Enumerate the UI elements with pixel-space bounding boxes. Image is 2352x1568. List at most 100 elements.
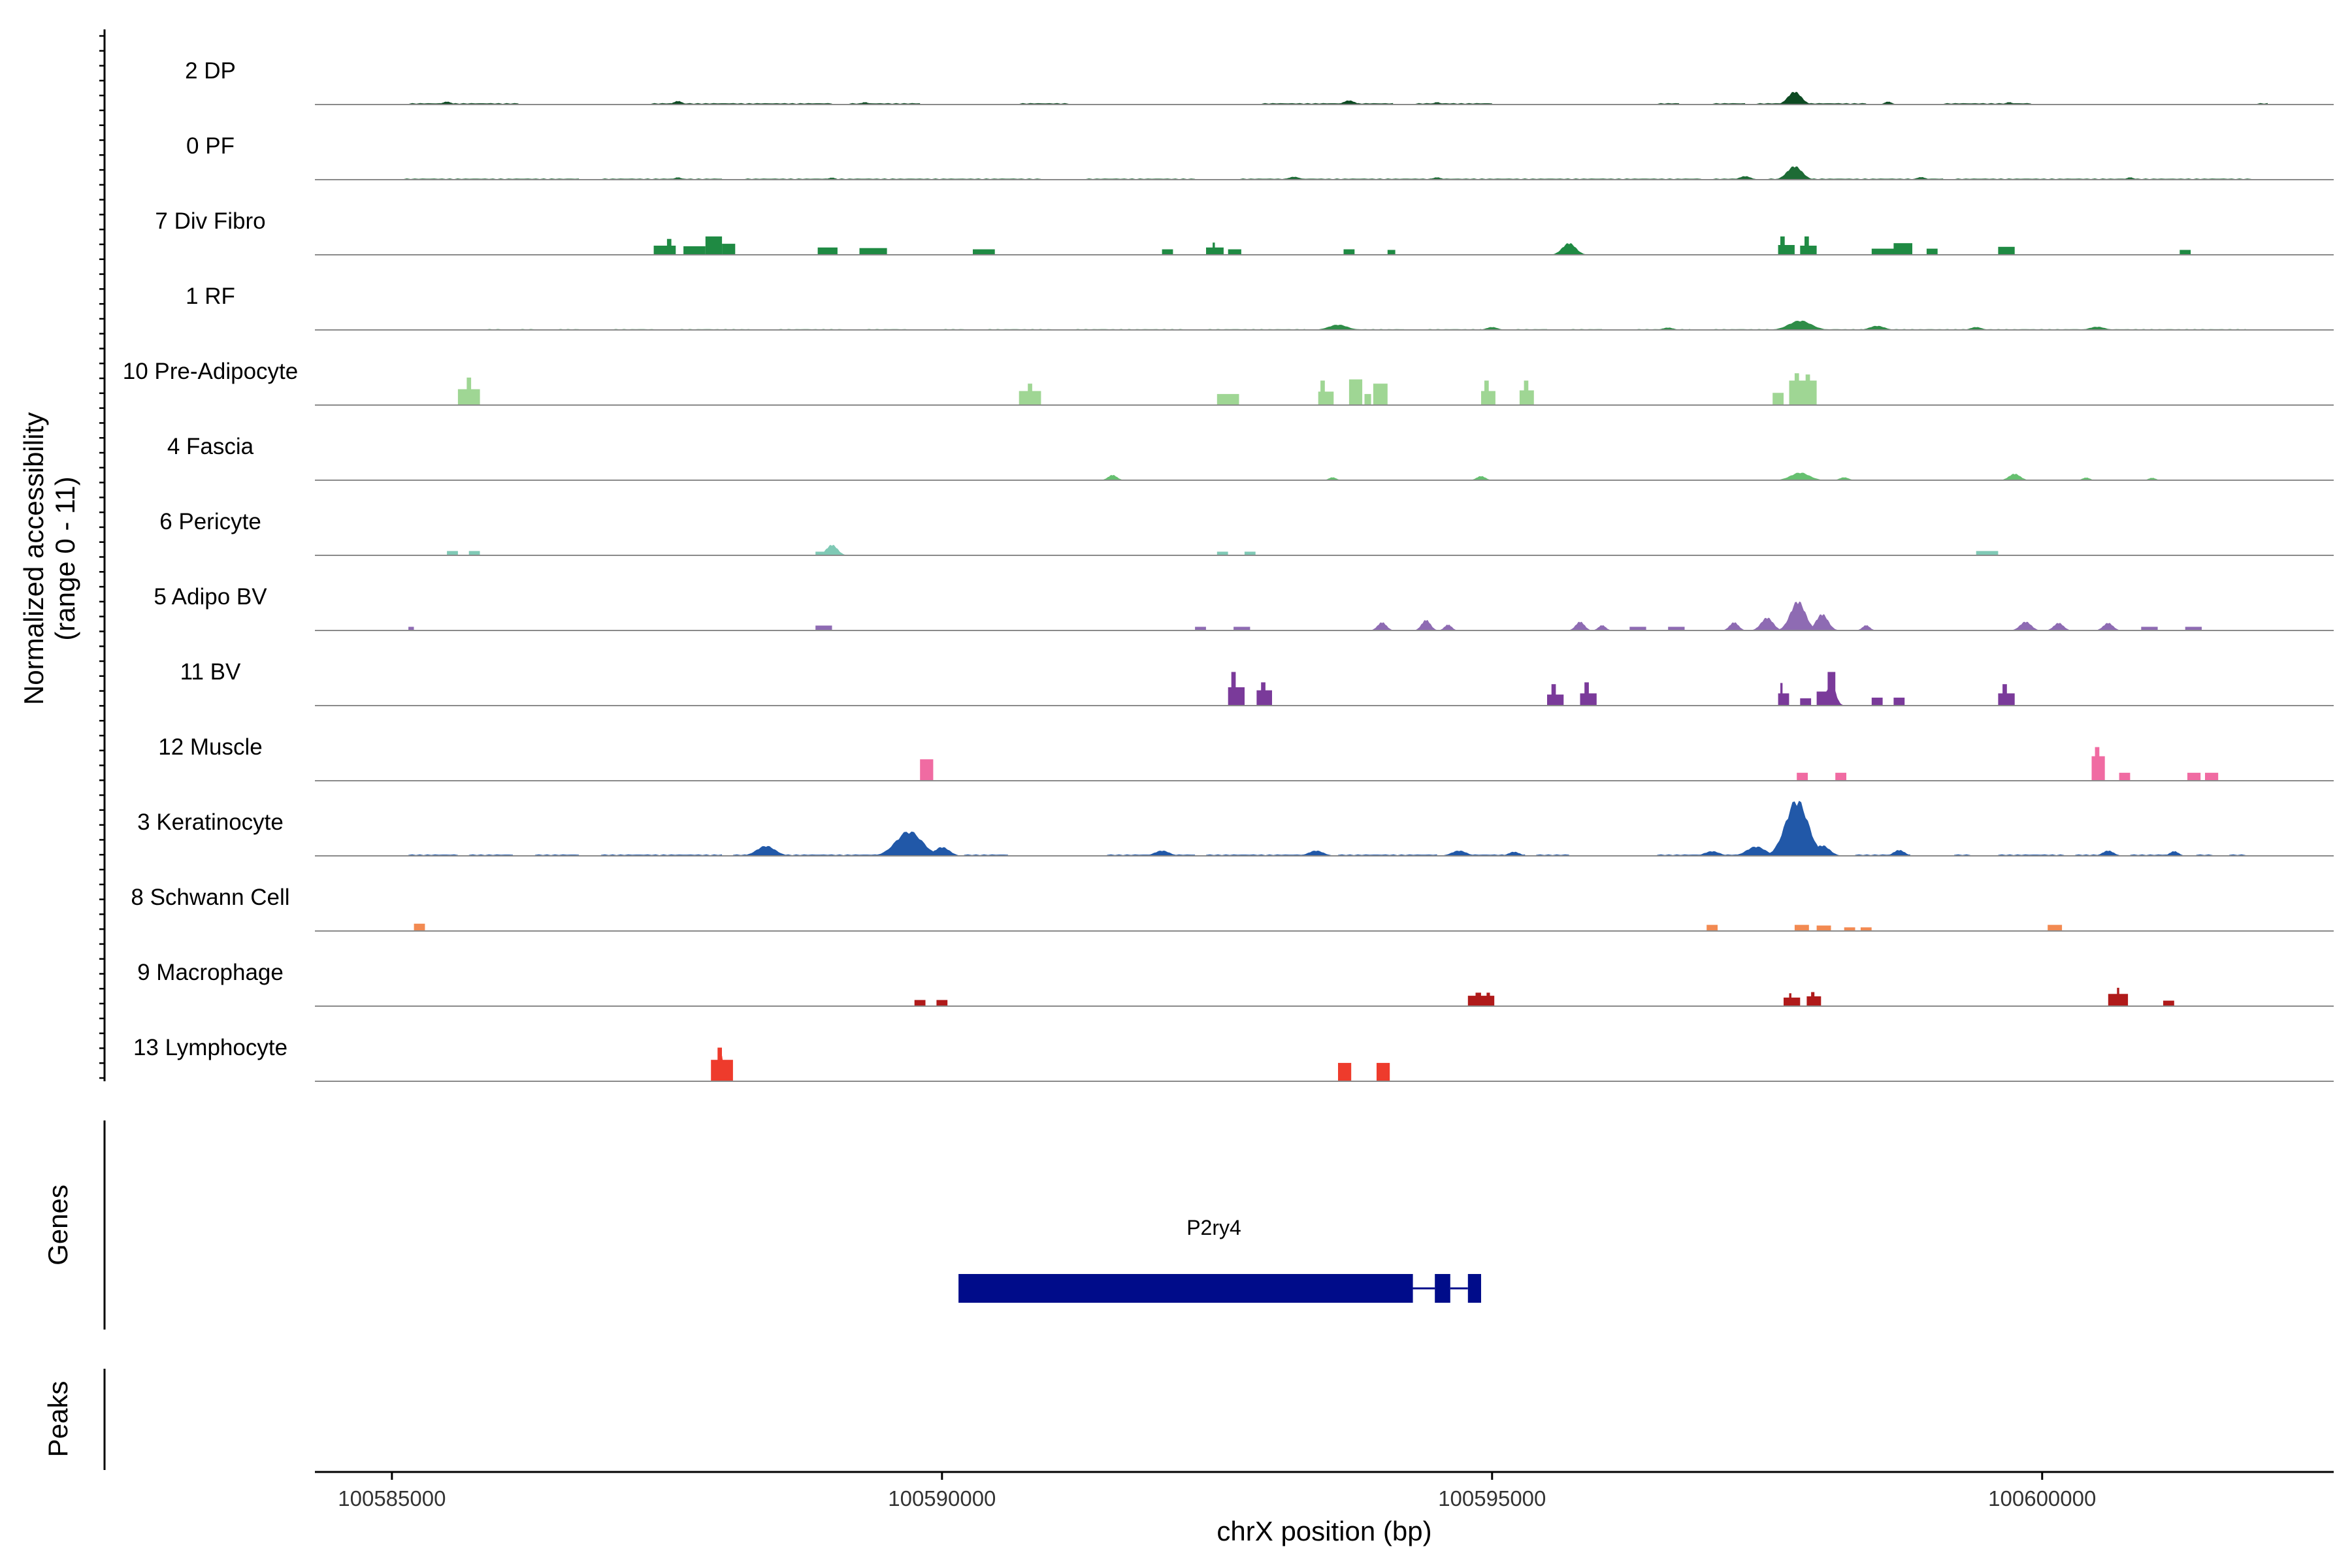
coverage-peak (1800, 845, 1844, 856)
coverage-bar (2141, 627, 2158, 630)
coverage-bar (1338, 1062, 1352, 1081)
coverage-bar (1524, 380, 1529, 405)
coverage-bar (1778, 693, 1789, 706)
coverage-peak (1413, 620, 1439, 630)
gene-exon (1435, 1274, 1450, 1303)
coverage-peak (664, 101, 691, 105)
coverage-bar (1551, 684, 1556, 706)
coverage-bar (1926, 248, 1938, 255)
track-0-pf: 0 PF (186, 133, 2334, 180)
coverage-bar (705, 236, 723, 255)
coverage-bar (2185, 627, 2202, 630)
coverage-peak (1294, 851, 1338, 856)
coverage-peak (1549, 243, 1589, 255)
coverage-bar (1871, 697, 1883, 706)
coverage-peak (1959, 327, 1993, 330)
coverage-bar (722, 244, 736, 255)
coverage-bar (666, 238, 672, 255)
coverage-bar (1805, 374, 1810, 405)
coverage-peak (1877, 101, 1899, 105)
genes-panel-label: Genes (42, 1184, 73, 1266)
coverage-peak (1437, 625, 1460, 630)
coverage-peak (815, 545, 849, 555)
coverage-bar (859, 248, 887, 255)
track-label: 7 Div Fibro (155, 208, 265, 234)
coverage-peak (1882, 850, 1916, 856)
track-8-schwann-cell: 8 Schwann Cell (131, 885, 2334, 932)
coverage-bar (1162, 249, 1173, 255)
coverage-peak (1690, 851, 1735, 856)
coverage-bar (2048, 924, 2063, 931)
coverage-bar (1629, 627, 1646, 630)
track-5-adipo-bv: 5 Adipo BV (154, 584, 2334, 631)
coverage-peak (870, 831, 948, 856)
coverage-bar (1387, 250, 1396, 255)
coverage-bar (2180, 250, 2191, 255)
track-label: 12 Muscle (158, 734, 263, 760)
track-2-dp: 2 DP (185, 58, 2334, 105)
peaks-panel-label: Peaks (42, 1381, 73, 1458)
coverage-peak (1763, 800, 1830, 856)
coverage-peak (1728, 846, 1784, 856)
coverage-peak (1776, 601, 1820, 630)
x-tick-label: 100595000 (1438, 1486, 1546, 1511)
coverage-bar (1811, 992, 1815, 1006)
coverage-bar (1772, 393, 1784, 405)
track-label: 1 RF (186, 284, 235, 309)
coverage-bar (468, 551, 480, 555)
track-label: 10 Pre-Adipocyte (123, 359, 298, 384)
coverage-peak (1774, 91, 1815, 105)
coverage-peak (1831, 477, 1857, 480)
coverage-peak (1277, 176, 1311, 180)
coverage-bar (973, 249, 995, 255)
coverage-bar (1844, 927, 1855, 931)
coverage-peak (1772, 472, 1828, 480)
coverage-bar (815, 551, 826, 555)
coverage-bar (1343, 249, 1355, 255)
coverage-peak (1437, 851, 1481, 856)
coverage-bar (1998, 246, 2015, 255)
track-label: 5 Adipo BV (154, 584, 267, 610)
coverage-bar (1348, 379, 1363, 405)
coverage-bar (1217, 551, 1228, 555)
coverage-peak (2044, 623, 2073, 630)
y-axis-title-line2: (range 0 - 11) (50, 476, 80, 640)
coverage-bar (1364, 394, 1371, 405)
coverage-bar (817, 247, 838, 255)
gene-name-label: P2ry4 (1186, 1216, 1241, 1239)
coverage-bar (1784, 997, 1801, 1006)
coverage-bar (466, 377, 472, 405)
coverage-peak (1311, 325, 1366, 330)
track-3-keratinocyte: 3 Keratinocyte (137, 800, 2334, 857)
coverage-peak (1818, 682, 1844, 706)
coverage-peak (1332, 100, 1366, 105)
coverage-bar (1475, 992, 1481, 1006)
coverage-bar (1233, 627, 1250, 630)
coverage-bar (1195, 627, 1206, 630)
coverage-bar (683, 246, 706, 255)
track-11-bv: 11 BV (180, 659, 2334, 706)
coverage-peak (1591, 625, 1613, 630)
coverage-bar (1789, 380, 1817, 405)
coverage-peak (1567, 621, 1593, 630)
coverage-peak (2091, 851, 2125, 856)
track-1-rf: 1 RF (186, 284, 2334, 331)
coverage-bar (920, 759, 934, 781)
coverage-bar (1860, 927, 1872, 931)
track-4-fascia: 4 Fascia (167, 434, 2334, 481)
coverage-bar (1893, 243, 1912, 255)
coverage-bar (1871, 248, 1894, 255)
coverage-bar (1231, 672, 1236, 706)
coverage-peak (433, 101, 461, 105)
coverage-peak (920, 847, 964, 856)
coverage-bar (2117, 987, 2119, 1006)
track-6-pericyte: 6 Pericyte (159, 509, 2334, 556)
coverage-bar (1789, 993, 1791, 1006)
track-label: 3 Keratinocyte (137, 809, 284, 835)
x-axis-ticks: 100585000 100590000 100595000 100600000 (338, 1472, 2096, 1511)
coverage-peak (1728, 176, 1762, 180)
gene-track: P2ry4 (958, 1216, 1481, 1303)
coverage-bar (408, 627, 414, 630)
y-axis-title: Normalized accessibility (range 0 - 11) (18, 412, 80, 705)
